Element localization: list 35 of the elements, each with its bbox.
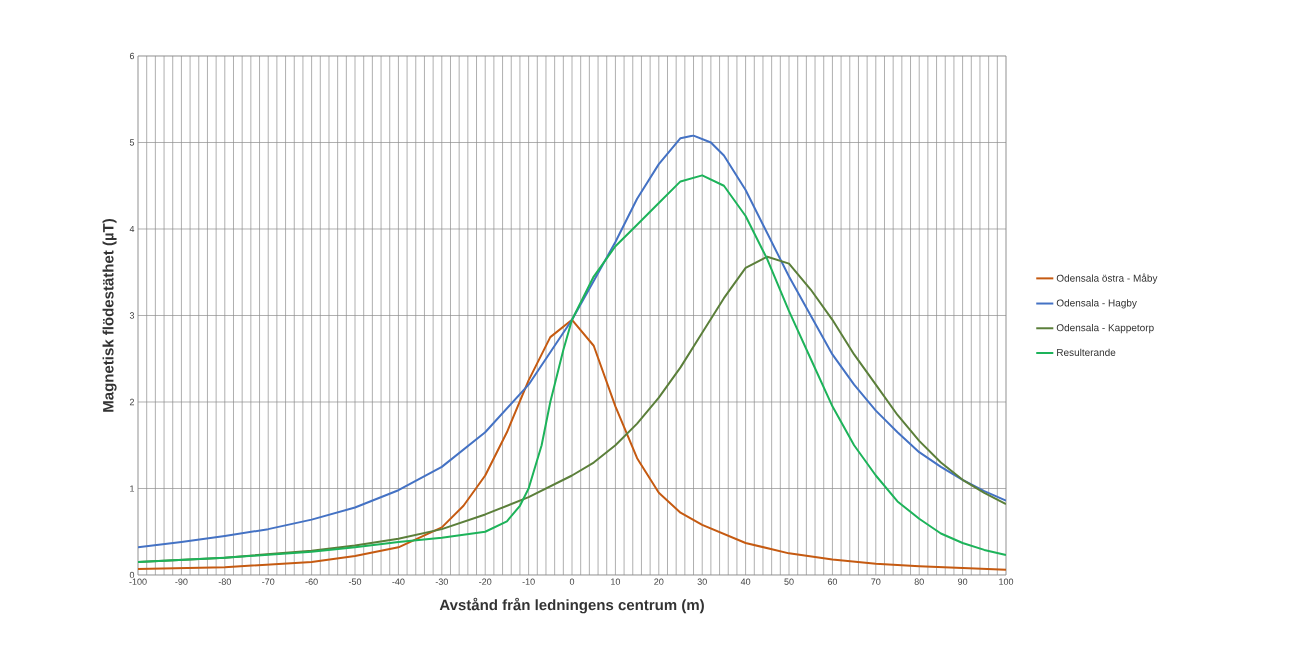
x-tick-label: -80 [218, 578, 231, 585]
x-tick-label: -70 [262, 578, 275, 585]
x-tick-label: 50 [784, 578, 794, 585]
x-tick-label: -10 [522, 578, 535, 585]
y-tick-label: 2 [129, 398, 135, 406]
x-tick-label: 80 [914, 578, 924, 585]
x-tick-label: -90 [175, 578, 188, 585]
x-tick-label: 30 [697, 578, 707, 585]
x-tick-label: 100 [999, 578, 1014, 585]
x-tick-label: -100 [129, 578, 147, 585]
x-tick-label: -50 [348, 578, 362, 585]
legend-label: Odensala - Hagby [1056, 299, 1137, 309]
x-tick-label: 70 [871, 578, 881, 585]
y-axis-title: Magnetisk flödestäthet (µT) [102, 219, 117, 412]
y-tick-label: 6 [129, 52, 135, 60]
y-tick-label: 0 [129, 571, 135, 579]
x-tick-label: 90 [958, 578, 968, 585]
y-tick-label: 4 [129, 225, 135, 233]
x-tick-label: 40 [740, 578, 751, 585]
x-tick-label: -30 [435, 578, 448, 585]
x-tick-label: 20 [654, 578, 664, 585]
y-tick-label: 1 [130, 485, 135, 492]
x-tick-label: -40 [392, 578, 405, 585]
legend-label: Odensala östra - Måby [1056, 273, 1158, 284]
x-tick-label: -20 [479, 578, 492, 585]
x-tick-label: 0 [569, 578, 575, 585]
y-tick-label: 3 [129, 312, 135, 319]
x-tick-label: 10 [611, 578, 621, 585]
x-tick-label: -60 [305, 578, 318, 585]
legend-label: Odensala - Kappetorp [1056, 323, 1154, 334]
x-tick-label: 60 [827, 578, 838, 585]
legend-label: Resulterande [1057, 348, 1116, 356]
x-axis-title: Avstånd från ledningens centrum (m) [439, 597, 704, 614]
y-tick-label: 5 [129, 139, 135, 146]
line-series [138, 318, 1007, 571]
